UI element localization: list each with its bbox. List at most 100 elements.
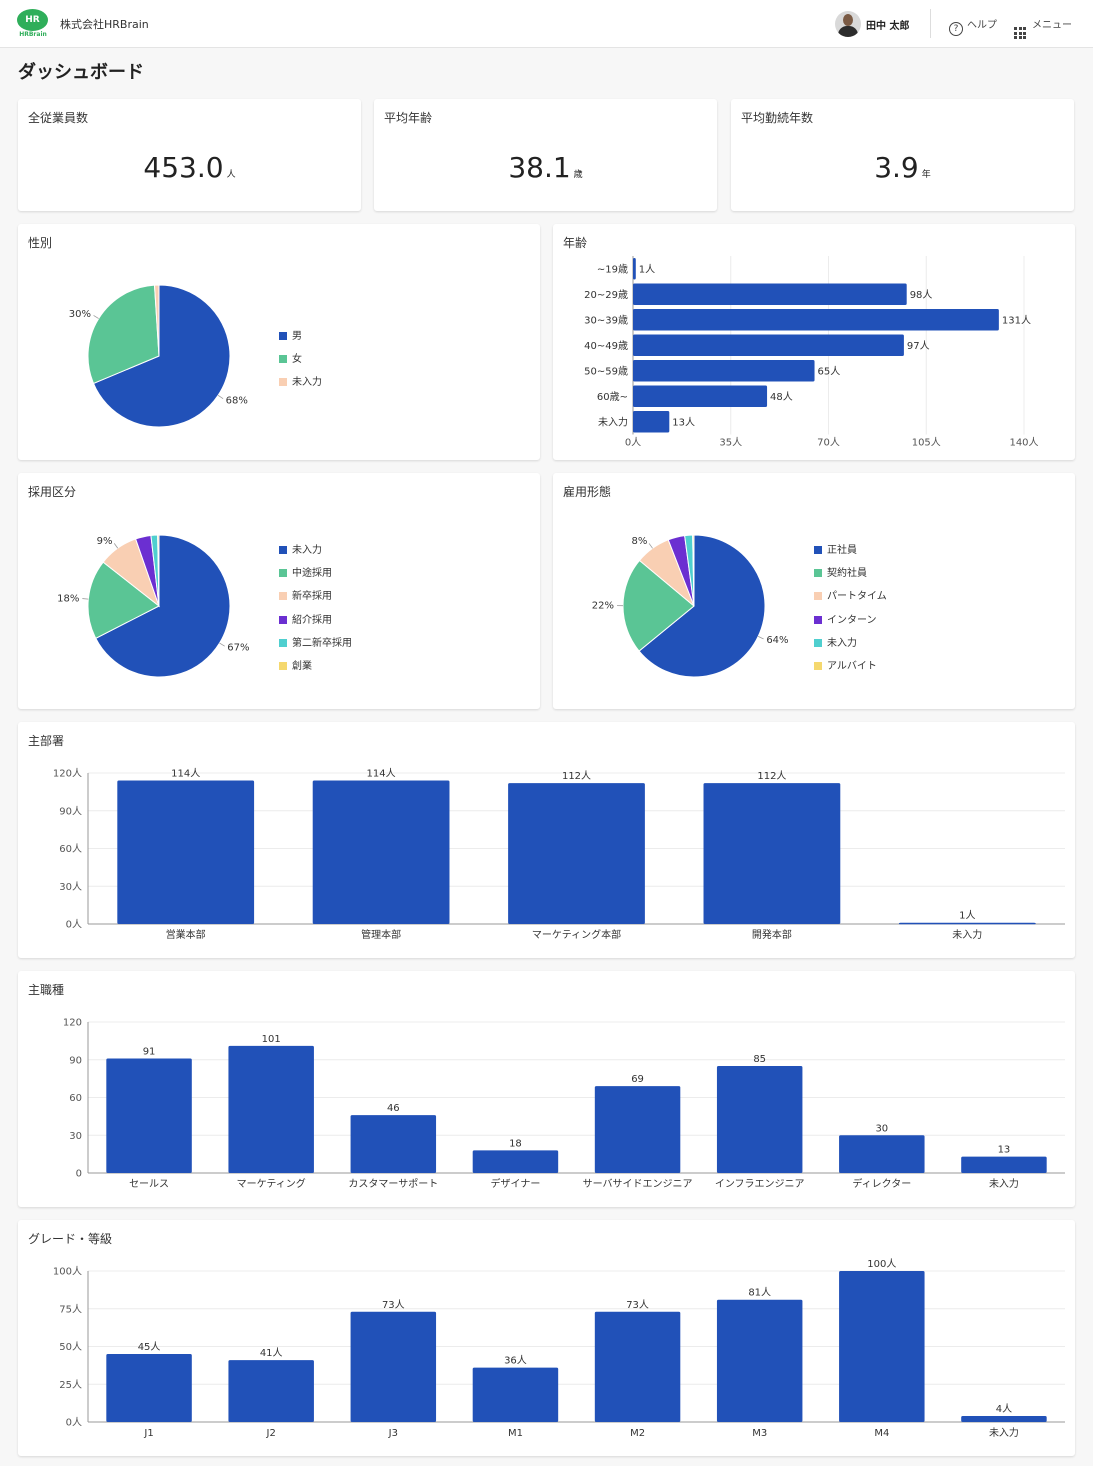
user-name[interactable]: 田中 太郎 bbox=[866, 21, 910, 32]
data-label: 1人 bbox=[639, 263, 655, 275]
legend-item[interactable]: 第二新卒採用 bbox=[279, 634, 352, 657]
bar bbox=[633, 309, 999, 331]
data-label: 13 bbox=[998, 1145, 1011, 1156]
legend-swatch bbox=[279, 638, 287, 647]
gender-legend: 男女未入力 bbox=[279, 327, 322, 397]
pie-value-label: 22% bbox=[592, 601, 614, 612]
y-tick-label: 50人 bbox=[59, 1341, 82, 1353]
avatar-head bbox=[843, 14, 853, 26]
hiring-chart-card: 採用区分 67% 18% 9% 未入力 中途採用 新卒採用 紹介採用 第二新卒採用 創業 bbox=[18, 473, 540, 709]
bar bbox=[312, 780, 450, 924]
kpi-value: 453.0 人 bbox=[18, 151, 361, 184]
data-label: 30 bbox=[875, 1123, 888, 1134]
kpi-value: 3.9 年 bbox=[731, 151, 1074, 184]
pie-value-label: 8% bbox=[631, 536, 647, 547]
gender-chart-card: 性別 68% 30% 男女未入力 bbox=[18, 224, 540, 460]
y-tick-label: 0人 bbox=[66, 1417, 82, 1429]
x-tick-label: マーケティング bbox=[237, 1177, 306, 1190]
kpi-label: 全従業員数 bbox=[28, 111, 89, 125]
legend-label: 新卒採用 bbox=[292, 591, 332, 603]
pie-label-leader bbox=[217, 394, 224, 399]
legend-item[interactable]: 契約社員 bbox=[814, 564, 887, 587]
kpi-number: 38.1 bbox=[508, 151, 571, 184]
legend-item[interactable]: 女 bbox=[279, 350, 322, 373]
data-label: 114人 bbox=[171, 768, 200, 780]
job-bar-chart: 0 30 60 90 120 91 セールス 101 マーケティング 46 カスタマーサポート 18 デ… bbox=[63, 1018, 1065, 1190]
bar bbox=[633, 360, 815, 382]
x-tick-label: デザイナー bbox=[491, 1177, 541, 1190]
bar bbox=[961, 1415, 1047, 1422]
legend-item[interactable]: アルバイト bbox=[814, 657, 887, 680]
y-tick-label: 30人 bbox=[59, 881, 82, 893]
legend-swatch bbox=[814, 615, 822, 624]
legend-label: 未入力 bbox=[827, 637, 857, 649]
legend-label: 中途採用 bbox=[292, 568, 332, 580]
pie-label-leader bbox=[758, 635, 764, 640]
data-label: 81人 bbox=[748, 1287, 771, 1299]
legend-item[interactable]: 未入力 bbox=[279, 373, 322, 396]
legend-swatch bbox=[814, 661, 822, 670]
pie-value-label: 64% bbox=[766, 635, 788, 646]
header-divider bbox=[930, 9, 931, 38]
y-tick-label: 0人 bbox=[66, 919, 82, 931]
legend-item[interactable]: パートタイム bbox=[814, 587, 887, 610]
kpi-number: 453.0 bbox=[143, 151, 224, 184]
y-tick-label: 25人 bbox=[59, 1379, 82, 1391]
legend-item[interactable]: 新卒採用 bbox=[279, 587, 352, 610]
employment-chart-card: 雇用形態 64% 22% 8% 正社員 契約社員 パートタイムインターン未入力アルバイト bbox=[553, 473, 1075, 709]
legend-swatch bbox=[814, 638, 822, 647]
logo-wordmark: HRBrain bbox=[19, 31, 47, 38]
bar bbox=[716, 1066, 803, 1173]
kpi-card-average-age: 平均年齢 38.1 歳 bbox=[374, 99, 717, 211]
legend-label: 第二新卒採用 bbox=[292, 637, 352, 649]
y-tick-label: 100人 bbox=[53, 1266, 82, 1278]
gender-pie-chart: 68% 30% bbox=[69, 284, 248, 428]
y-tick-label: 30 bbox=[69, 1131, 82, 1142]
chart-title: 性別 bbox=[28, 236, 53, 250]
legend-item[interactable]: 正社員 bbox=[814, 541, 887, 564]
data-label: 65人 bbox=[818, 365, 841, 377]
legend-label: 創業 bbox=[292, 660, 312, 672]
legend-item[interactable]: 男 bbox=[279, 327, 322, 350]
menu-button[interactable]: メニュー bbox=[1014, 16, 1072, 39]
chart-title: 雇用形態 bbox=[563, 485, 612, 499]
bar bbox=[594, 1086, 681, 1173]
pie-slice bbox=[92, 284, 231, 428]
legend-label: アルバイト bbox=[827, 660, 877, 672]
x-tick-label: 未入力 bbox=[952, 928, 982, 941]
y-tick-label: 60 bbox=[69, 1093, 82, 1104]
x-tick-label: ディレクター bbox=[852, 1177, 911, 1190]
legend-label: 未入力 bbox=[292, 377, 322, 389]
kpi-unit: 歳 bbox=[573, 170, 583, 180]
pie-value-label: 18% bbox=[57, 593, 79, 604]
legend-label: インターン bbox=[827, 614, 877, 626]
bar bbox=[228, 1360, 314, 1422]
data-label: 114人 bbox=[367, 768, 396, 780]
legend-item[interactable]: 創業 bbox=[279, 657, 352, 680]
chart-title: 採用区分 bbox=[28, 485, 77, 499]
bar bbox=[228, 1045, 314, 1173]
pie-slice bbox=[95, 534, 231, 678]
hrbrain-logo[interactable]: HR HRBrain bbox=[17, 9, 49, 41]
data-label: 1人 bbox=[959, 910, 975, 922]
legend-swatch bbox=[814, 569, 822, 578]
pie-label-leader bbox=[93, 315, 99, 319]
legend-label: 男 bbox=[292, 331, 302, 342]
legend-item[interactable]: 紹介採用 bbox=[279, 611, 352, 634]
data-label: 45人 bbox=[138, 1341, 161, 1353]
user-avatar[interactable] bbox=[835, 11, 861, 37]
x-tick-label: M2 bbox=[630, 1428, 645, 1439]
data-label: 46 bbox=[387, 1103, 400, 1114]
bar bbox=[633, 258, 636, 280]
legend-item[interactable]: インターン bbox=[814, 611, 887, 634]
data-label: 13人 bbox=[672, 416, 695, 428]
legend-item[interactable]: 未入力 bbox=[279, 541, 352, 564]
legend-item[interactable]: 中途採用 bbox=[279, 564, 352, 587]
x-tick-label: 105人 bbox=[912, 437, 941, 449]
menu-label: メニュー bbox=[1032, 20, 1072, 31]
legend-item[interactable]: 未入力 bbox=[814, 634, 887, 657]
bar bbox=[508, 783, 645, 924]
help-link[interactable]: ? ヘルプ bbox=[949, 16, 997, 36]
employment-pie-chart: 64% 22% 8% bbox=[592, 534, 789, 678]
